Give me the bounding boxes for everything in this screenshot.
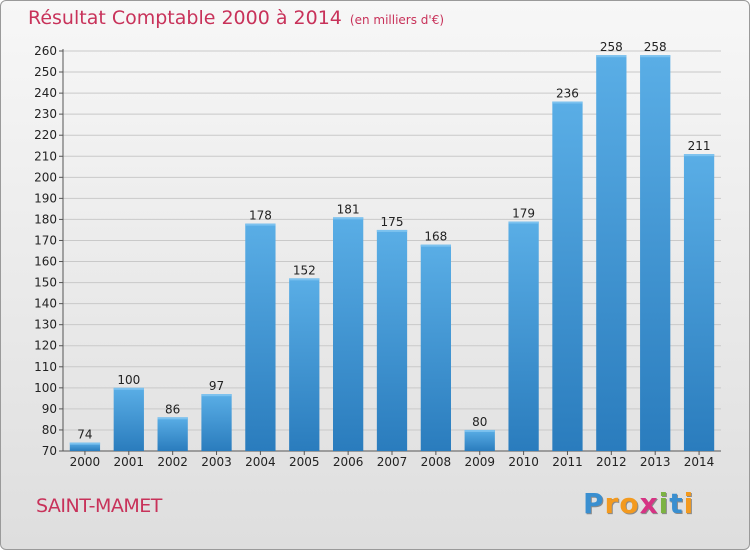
value-label-2012: 258 bbox=[600, 40, 623, 54]
axis-layer: 7080901001101201301401501601701801902002… bbox=[34, 44, 721, 469]
bar-2000 bbox=[69, 442, 101, 451]
y-tick-label: 130 bbox=[34, 318, 57, 332]
y-tick-label: 260 bbox=[34, 44, 57, 58]
value-label-2000: 74 bbox=[77, 428, 92, 442]
bar-highlight bbox=[289, 278, 320, 281]
value-label-2001: 100 bbox=[117, 373, 140, 387]
value-label-2002: 86 bbox=[165, 402, 180, 416]
bar-highlight bbox=[683, 154, 715, 157]
y-tick-label: 140 bbox=[34, 297, 57, 311]
y-tick-label: 250 bbox=[34, 65, 57, 79]
y-tick-label: 70 bbox=[42, 444, 57, 458]
logo-letter: i bbox=[658, 487, 670, 520]
bar-highlight bbox=[420, 244, 452, 247]
x-tick-label-2005: 2005 bbox=[289, 455, 320, 469]
x-tick-label-2007: 2007 bbox=[377, 455, 408, 469]
y-tick-label: 180 bbox=[34, 212, 57, 226]
bar-highlight bbox=[69, 442, 101, 445]
x-tick-label-2006: 2006 bbox=[333, 455, 364, 469]
y-tick-label: 220 bbox=[34, 128, 57, 142]
bar-2001 bbox=[113, 387, 144, 451]
chart-title: Résultat Comptable 2000 à 2014 (en millie… bbox=[28, 7, 444, 29]
label-layer: 74 100 86 97 178 152 181 175 168 80 179 236 258 258 21… bbox=[77, 40, 710, 441]
y-tick-label: 80 bbox=[42, 423, 57, 437]
y-tick-label: 230 bbox=[34, 107, 57, 121]
value-label-2007: 175 bbox=[381, 215, 404, 229]
bar-highlight bbox=[157, 417, 188, 420]
bar-2002 bbox=[157, 417, 188, 451]
y-tick-label: 90 bbox=[42, 402, 57, 416]
value-label-2013: 258 bbox=[644, 40, 667, 54]
bar-2005 bbox=[289, 278, 320, 451]
value-label-2014: 211 bbox=[688, 139, 711, 153]
bar-2012 bbox=[596, 55, 627, 452]
x-tick-label-2013: 2013 bbox=[640, 455, 671, 469]
bar-highlight bbox=[332, 217, 364, 220]
logo-letter: i bbox=[683, 487, 695, 520]
x-tick-label-2004: 2004 bbox=[245, 455, 276, 469]
y-tick-label: 120 bbox=[34, 339, 57, 353]
bar-2006 bbox=[332, 217, 364, 451]
value-label-2005: 152 bbox=[293, 263, 316, 277]
bar-2010 bbox=[508, 221, 539, 451]
x-tick-label-2014: 2014 bbox=[684, 455, 715, 469]
value-label-2010: 179 bbox=[512, 207, 535, 221]
value-label-2008: 168 bbox=[424, 230, 447, 244]
y-tick-label: 160 bbox=[34, 255, 57, 269]
x-tick-label-2009: 2009 bbox=[464, 455, 495, 469]
bar-2007 bbox=[376, 229, 408, 451]
bar-2014 bbox=[683, 154, 715, 451]
bar-highlight bbox=[640, 55, 671, 58]
bar-highlight bbox=[245, 223, 276, 226]
y-tick-label: 150 bbox=[34, 276, 57, 290]
chart-title-text: Résultat Comptable 2000 à 2014 bbox=[28, 7, 342, 29]
chart-subtitle: (en milliers d'€) bbox=[349, 13, 445, 27]
bar-highlight bbox=[113, 387, 144, 390]
proxiti-logo: Proxiti bbox=[583, 487, 694, 520]
bar-2009 bbox=[464, 429, 495, 451]
bar-highlight bbox=[464, 429, 495, 432]
value-label-2009: 80 bbox=[472, 415, 487, 429]
bar-highlight bbox=[508, 221, 539, 224]
y-tick-label: 210 bbox=[34, 149, 57, 163]
x-tick-label-2008: 2008 bbox=[421, 455, 452, 469]
value-label-2011: 236 bbox=[556, 87, 579, 101]
value-label-2003: 97 bbox=[209, 379, 224, 393]
bar-2008 bbox=[420, 244, 452, 451]
x-tick-label-2011: 2011 bbox=[552, 455, 583, 469]
y-tick-label: 190 bbox=[34, 191, 57, 205]
commune-name: SAINT-MAMET bbox=[36, 495, 162, 517]
logo-letter: o bbox=[619, 487, 640, 520]
logo-letter: P bbox=[583, 487, 605, 520]
bar-2003 bbox=[201, 394, 232, 451]
bar-2013 bbox=[640, 55, 671, 452]
bar-2004 bbox=[245, 223, 276, 451]
bar-layer bbox=[69, 55, 715, 452]
bar-highlight bbox=[596, 55, 627, 58]
logo-letter: x bbox=[639, 487, 659, 520]
bar-highlight bbox=[376, 229, 408, 232]
x-tick-label-2000: 2000 bbox=[70, 455, 101, 469]
x-tick-label-2010: 2010 bbox=[508, 455, 539, 469]
y-tick-label: 100 bbox=[34, 381, 57, 395]
y-tick-label: 240 bbox=[34, 86, 57, 100]
x-tick-label-2002: 2002 bbox=[157, 455, 188, 469]
y-tick-label: 170 bbox=[34, 233, 57, 247]
y-tick-label: 200 bbox=[34, 170, 57, 184]
value-label-2006: 181 bbox=[337, 202, 360, 216]
bar-highlight bbox=[552, 101, 583, 104]
x-tick-label-2001: 2001 bbox=[114, 455, 145, 469]
logo-letter: r bbox=[604, 487, 620, 520]
logo-letter: t bbox=[669, 487, 684, 520]
bar-2011 bbox=[552, 101, 583, 452]
value-label-2004: 178 bbox=[249, 209, 272, 223]
x-tick-label-2003: 2003 bbox=[201, 455, 232, 469]
x-tick-label-2012: 2012 bbox=[596, 455, 627, 469]
y-tick-label: 110 bbox=[34, 360, 57, 374]
bar-highlight bbox=[201, 394, 232, 397]
